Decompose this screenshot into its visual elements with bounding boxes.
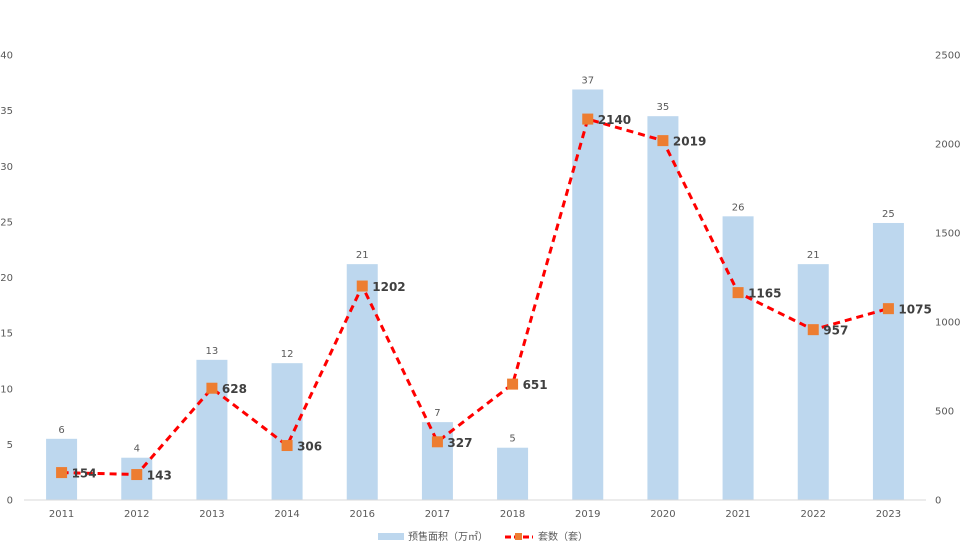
line-label-2016: 1202 — [372, 280, 405, 294]
legend-line-marker — [515, 533, 522, 540]
line-label-2019: 2140 — [598, 113, 631, 127]
line-marker-2012 — [131, 469, 143, 481]
y-right-tick-500: 500 — [935, 407, 954, 418]
y-left-tick-40: 40 — [0, 51, 13, 62]
bar-label-2014: 12 — [281, 349, 294, 360]
y-left-tick-20: 20 — [0, 273, 13, 284]
bar-2022 — [797, 264, 829, 500]
x-tick-2021: 2021 — [725, 509, 750, 520]
bar-label-2017: 7 — [434, 408, 440, 419]
line-marker-2018 — [507, 378, 519, 390]
legend-line-label: 套数（套） — [538, 530, 588, 543]
x-tick-2023: 2023 — [876, 509, 901, 520]
bar-label-2023: 25 — [882, 209, 895, 220]
x-tick-2022: 2022 — [801, 509, 826, 520]
x-tick-2017: 2017 — [425, 509, 450, 520]
line-marker-2013 — [206, 382, 218, 394]
bar-2019 — [572, 89, 604, 501]
line-markers — [56, 113, 894, 481]
x-tick-2012: 2012 — [124, 509, 149, 520]
line-marker-2019 — [582, 113, 594, 125]
y-left-tick-25: 25 — [0, 217, 13, 228]
bar-label-2018: 5 — [509, 434, 515, 445]
bar-series — [46, 89, 904, 501]
y-left-tick-35: 35 — [0, 106, 13, 117]
line-data-labels: 154 143 628 306 1202 327 651 2140 2019 1165 957 107… — [72, 113, 932, 482]
line-label-2011: 154 — [72, 467, 97, 481]
line-label-2021: 1165 — [748, 287, 781, 301]
line-label-2022: 957 — [823, 324, 848, 338]
y-left-tick-5: 5 — [7, 440, 13, 451]
line-marker-2017 — [431, 436, 443, 448]
line-label-2013: 628 — [222, 382, 247, 396]
y-right-tick-1500: 1500 — [935, 229, 960, 240]
bar-2017 — [421, 422, 453, 500]
bar-2013 — [196, 359, 228, 500]
y-right-tick-2000: 2000 — [935, 140, 960, 151]
x-axis-ticks: 2011 2012 2013 2014 2016 2017 2018 2019 2020 2021… — [49, 509, 901, 520]
x-tick-2014: 2014 — [274, 509, 299, 520]
bar-label-2016: 21 — [356, 250, 369, 261]
line-series — [61, 117, 889, 477]
y-right-tick-0: 0 — [935, 496, 941, 507]
bar-2014 — [271, 363, 303, 500]
bar-2020 — [647, 116, 679, 500]
line-label-2018: 651 — [523, 378, 548, 392]
x-tick-2011: 2011 — [49, 509, 74, 520]
bar-label-2011: 6 — [58, 425, 64, 436]
line-label-2020: 2019 — [673, 135, 706, 149]
bar-label-2022: 21 — [807, 250, 820, 261]
bar-label-2013: 13 — [206, 346, 219, 357]
line-marker-2014 — [281, 440, 293, 452]
y-axis-right-ticks: 0 500 1000 1500 2000 2500 — [935, 51, 960, 507]
line-marker-2020 — [657, 135, 669, 147]
y-right-tick-2500: 2500 — [935, 51, 960, 62]
bar-2016 — [346, 264, 378, 500]
legend: 预售面积（万㎡） 套数（套） — [378, 530, 588, 543]
x-tick-2020: 2020 — [650, 509, 675, 520]
legend-bar-label: 预售面积（万㎡） — [408, 530, 488, 543]
line-marker-2023 — [882, 303, 894, 315]
bar-data-labels: 6 4 13 12 21 7 5 37 35 26 21 25 — [58, 75, 894, 454]
y-left-tick-10: 10 — [0, 384, 13, 395]
bar-label-2012: 4 — [134, 444, 140, 455]
line-marker-2011 — [56, 467, 68, 479]
line-label-2023: 1075 — [898, 303, 931, 317]
x-tick-2018: 2018 — [500, 509, 525, 520]
y-left-tick-15: 15 — [0, 329, 13, 340]
line-label-2014: 306 — [297, 440, 322, 454]
y-left-tick-30: 30 — [0, 162, 13, 173]
bar-2021 — [722, 216, 754, 500]
y-axis-left-ticks: 0 5 10 15 20 25 30 35 40 — [0, 51, 13, 507]
y-left-tick-0: 0 — [7, 496, 13, 507]
x-tick-2016: 2016 — [350, 509, 375, 520]
line-marker-2016 — [356, 280, 368, 292]
bar-label-2020: 35 — [657, 102, 670, 113]
x-tick-2019: 2019 — [575, 509, 600, 520]
bar-label-2019: 37 — [581, 75, 594, 86]
bar-2023 — [872, 222, 904, 501]
y-right-tick-1000: 1000 — [935, 318, 960, 329]
x-tick-2013: 2013 — [199, 509, 224, 520]
line-label-2017: 327 — [447, 436, 472, 450]
line-label-2012: 143 — [147, 469, 172, 483]
bar-label-2021: 26 — [732, 202, 745, 213]
bar-2018 — [497, 447, 529, 500]
legend-bar-swatch — [378, 533, 404, 540]
line-marker-2021 — [732, 287, 744, 299]
line-marker-2022 — [807, 324, 819, 336]
